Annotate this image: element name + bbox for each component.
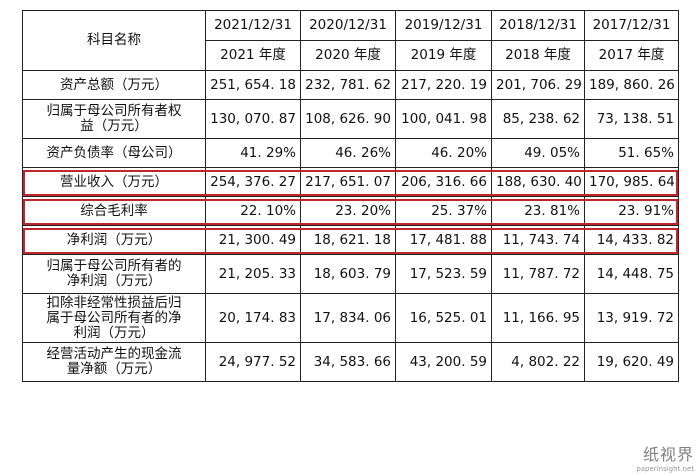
row-label-line: 净利润（万元） [66, 273, 162, 289]
value-cell: 19, 620. 49 [584, 342, 679, 382]
watermark-logo: 纸视界 [642, 445, 694, 464]
row-label-line: 利润（万元） [73, 324, 155, 341]
value-cell: 51. 65% [584, 138, 679, 168]
value-cell: 232, 781. 62 [300, 70, 396, 100]
row-label-line: 量净额（万元） [66, 361, 162, 377]
value-cell: 201, 706. 29 [491, 70, 585, 100]
table-row: 净利润（万元） 21, 300. 49 18, 621. 18 17, 481.… [22, 225, 679, 255]
year-header: 2018 年度 [491, 40, 585, 71]
row-label-line: 属于母公司所有者的净 [46, 309, 182, 326]
year-header: 2021 年度 [205, 40, 301, 71]
date-header: 2018/12/31 [491, 10, 585, 41]
row-label: 营业收入（万元） [22, 167, 206, 197]
value-cell: 189, 860. 26 [584, 70, 679, 100]
table-row: 营业收入（万元） 254, 376. 27 217, 651. 07 206, … [22, 167, 679, 197]
value-cell: 14, 448. 75 [584, 254, 679, 294]
header-row-years: 2021 年度 2020 年度 2019 年度 2018 年度 2017 年度 [23, 40, 679, 71]
row-label: 净利润（万元） [22, 225, 206, 255]
value-cell: 17, 834. 06 [300, 293, 396, 343]
date-header: 2021/12/31 [205, 10, 301, 41]
value-cell: 217, 651. 07 [300, 167, 396, 197]
table-row: 综合毛利率 22. 10% 23. 20% 25. 37% 23. 81% 23… [22, 196, 679, 226]
value-cell: 217, 220. 19 [395, 70, 492, 100]
row-label: 归属于母公司所有者的 净利润（万元） [22, 254, 206, 294]
value-cell: 17, 523. 59 [395, 254, 492, 294]
value-cell: 46. 20% [395, 138, 492, 168]
header-row-dates: 科目名称 2021/12/31 2020/12/31 2019/12/31 20… [22, 10, 679, 71]
value-cell: 23. 91% [584, 196, 679, 226]
financial-table: 科目名称 2021/12/31 2020/12/31 2019/12/31 20… [22, 10, 679, 382]
value-cell: 170, 985. 64 [584, 167, 679, 197]
row-label-line: 经营活动产生的现金流 [46, 346, 182, 362]
row-label: 资产总额（万元） [22, 70, 206, 100]
table-row: 资产负债率（母公司） 41. 29% 46. 26% 46. 20% 49. 0… [22, 138, 679, 168]
table-row: 归属于母公司所有者权 益（万元） 130, 070. 87 108, 626. … [22, 99, 679, 139]
value-cell: 108, 626. 90 [300, 99, 396, 139]
value-cell: 16, 525. 01 [395, 293, 492, 343]
value-cell: 13, 919. 72 [584, 293, 679, 343]
value-cell: 49. 05% [491, 138, 585, 168]
value-cell: 130, 070. 87 [205, 99, 301, 139]
row-label-line: 益（万元） [80, 118, 148, 134]
value-cell: 11, 166. 95 [491, 293, 585, 343]
value-cell: 43, 200. 59 [395, 342, 492, 382]
row-label: 归属于母公司所有者权 益（万元） [22, 99, 206, 139]
watermark: 纸视界 paperinsight.net [636, 441, 694, 473]
row-label-line: 扣除非经常性损益后归 [46, 294, 182, 311]
date-header: 2020/12/31 [300, 10, 396, 41]
value-cell: 41. 29% [205, 138, 301, 168]
value-cell: 188, 630. 40 [491, 167, 585, 197]
table-row: 扣除非经常性损益后归 属于母公司所有者的净 利润（万元） 20, 174. 83… [22, 293, 679, 343]
value-cell: 206, 316. 66 [395, 167, 492, 197]
subject-header: 科目名称 [22, 10, 206, 71]
value-cell: 22. 10% [205, 196, 301, 226]
date-header: 2019/12/31 [395, 10, 492, 41]
value-cell: 85, 238. 62 [491, 99, 585, 139]
row-label-line: 归属于母公司所有者权 [46, 103, 182, 119]
value-cell: 11, 743. 74 [491, 225, 585, 255]
value-cell: 25. 37% [395, 196, 492, 226]
value-cell: 21, 300. 49 [205, 225, 301, 255]
value-cell: 20, 174. 83 [205, 293, 301, 343]
value-cell: 46. 26% [300, 138, 396, 168]
watermark-url: paperinsight.net [636, 465, 694, 473]
table-row: 经营活动产生的现金流 量净额（万元） 24, 977. 52 34, 583. … [22, 342, 679, 382]
table-row: 归属于母公司所有者的 净利润（万元） 21, 205. 33 18, 603. … [22, 254, 679, 294]
value-cell: 23. 20% [300, 196, 396, 226]
date-header: 2017/12/31 [584, 10, 679, 41]
row-label: 经营活动产生的现金流 量净额（万元） [22, 342, 206, 382]
value-cell: 21, 205. 33 [205, 254, 301, 294]
value-cell: 11, 787. 72 [491, 254, 585, 294]
value-cell: 254, 376. 27 [205, 167, 301, 197]
value-cell: 18, 603. 79 [300, 254, 396, 294]
year-header: 2017 年度 [584, 40, 679, 71]
value-cell: 18, 621. 18 [300, 225, 396, 255]
value-cell: 251, 654. 18 [205, 70, 301, 100]
value-cell: 23. 81% [491, 196, 585, 226]
value-cell: 100, 041. 98 [395, 99, 492, 139]
value-cell: 34, 583. 66 [300, 342, 396, 382]
row-label-line: 归属于母公司所有者的 [46, 258, 182, 274]
value-cell: 17, 481. 88 [395, 225, 492, 255]
row-label: 扣除非经常性损益后归 属于母公司所有者的净 利润（万元） [22, 293, 206, 343]
year-header: 2019 年度 [395, 40, 492, 71]
table-row: 资产总额（万元） 251, 654. 18 232, 781. 62 217, … [22, 70, 679, 100]
row-label: 综合毛利率 [22, 196, 206, 226]
value-cell: 73, 138. 51 [584, 99, 679, 139]
year-header: 2020 年度 [300, 40, 396, 71]
row-label: 资产负债率（母公司） [22, 138, 206, 168]
value-cell: 4, 802. 22 [491, 342, 585, 382]
value-cell: 24, 977. 52 [205, 342, 301, 382]
value-cell: 14, 433. 82 [584, 225, 679, 255]
